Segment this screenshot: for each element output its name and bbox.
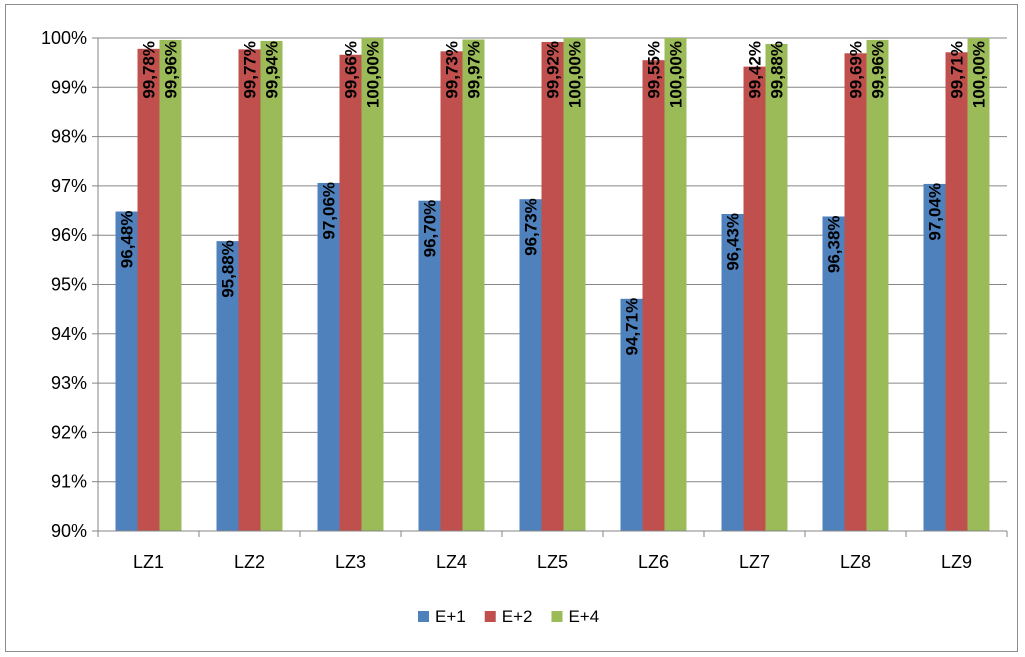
- data-label: 95,88%: [219, 240, 238, 298]
- bars: [115, 38, 990, 532]
- data-label: 99,78%: [140, 41, 159, 99]
- legend-label: E+1: [435, 607, 466, 626]
- bar: [462, 39, 485, 531]
- data-labels: 96,48%99,78% 99,96%95,88%99,77% 99,94%97,0…: [118, 41, 989, 355]
- data-label: 100,00%: [566, 41, 585, 108]
- x-tick-label: LZ3: [335, 552, 366, 572]
- data-label: 99,94%: [263, 41, 282, 99]
- bar: [664, 38, 687, 531]
- x-tick-label: LZ9: [941, 552, 972, 572]
- legend-label: E+2: [502, 607, 533, 626]
- data-label: 99,71%: [948, 41, 967, 99]
- data-label: 99,77%: [241, 41, 260, 99]
- data-label: 99,66%: [342, 41, 361, 99]
- data-label: 100,00%: [970, 41, 989, 108]
- bar: [339, 54, 362, 532]
- bar: [361, 38, 384, 531]
- data-label: 99,96%: [162, 41, 181, 99]
- bar: [822, 216, 845, 531]
- legend-label: E+4: [568, 607, 599, 626]
- data-label: 99,88%: [768, 41, 787, 99]
- bar: [541, 41, 564, 531]
- x-tick-label: LZ1: [133, 552, 164, 572]
- x-tick-label: LZ8: [840, 552, 871, 572]
- data-label: 99,96%: [869, 41, 888, 99]
- bar: [317, 182, 340, 531]
- bar: [418, 200, 441, 531]
- bar: [743, 66, 766, 532]
- bar: [238, 49, 261, 532]
- bar: [563, 38, 586, 531]
- bar: [159, 39, 182, 532]
- y-tick-label: 96%: [51, 225, 87, 245]
- y-tick-label: 99%: [51, 77, 87, 97]
- data-label: 96,48%: [118, 211, 137, 269]
- x-tick-label: LZ4: [436, 552, 467, 572]
- bar: [440, 51, 463, 531]
- data-label: 97,06%: [320, 182, 339, 240]
- data-label: 100,00%: [364, 41, 383, 108]
- data-label: 94,71%: [623, 298, 642, 356]
- data-label: 99,97%: [465, 41, 484, 99]
- bar: [216, 241, 239, 531]
- bar: [866, 39, 889, 532]
- y-axis-ticks: 90% 91% 92% 93% 94% 95% 96% 97% 98% 99% 100%: [41, 28, 99, 541]
- bar: [945, 52, 968, 532]
- x-tick-label: LZ2: [234, 552, 265, 572]
- legend-swatch: [484, 611, 496, 622]
- y-tick-label: 100%: [41, 28, 87, 48]
- bar: [137, 48, 160, 531]
- bar: [844, 53, 867, 532]
- x-tick-label: LZ5: [537, 552, 568, 572]
- legend-swatch: [418, 611, 429, 622]
- data-label: 99,92%: [544, 41, 563, 99]
- y-tick-label: 94%: [51, 324, 87, 344]
- bar: [923, 183, 946, 532]
- legend: E+1 E+2 E+4: [418, 607, 599, 626]
- x-tick-label: LZ6: [638, 552, 669, 572]
- data-label: 96,38%: [825, 215, 844, 273]
- data-label: 96,43%: [724, 213, 743, 271]
- bar: [260, 40, 283, 531]
- data-label: 99,55%: [645, 41, 664, 99]
- x-axis: LZ1 LZ2 LZ3 LZ4 LZ5 LZ6 LZ7 LZ8 LZ9: [97, 530, 1008, 572]
- y-tick-label: 93%: [51, 373, 87, 393]
- bar: [115, 211, 138, 531]
- data-label: 96,70%: [421, 200, 440, 258]
- y-tick-label: 92%: [51, 422, 87, 442]
- bar: [721, 214, 744, 531]
- data-label: 97,04%: [926, 183, 945, 241]
- y-tick-label: 91%: [51, 472, 87, 492]
- data-label: 99,42%: [746, 41, 765, 99]
- bar: [620, 298, 643, 531]
- data-label: 99,73%: [443, 41, 462, 99]
- legend-swatch: [551, 611, 563, 622]
- bar: [967, 38, 990, 531]
- data-label: 96,73%: [522, 198, 541, 256]
- bar: [765, 43, 788, 531]
- data-label: 99,69%: [847, 41, 866, 99]
- y-tick-label: 98%: [51, 127, 87, 147]
- y-tick-label: 95%: [51, 275, 87, 295]
- data-label: 100,00%: [667, 41, 686, 108]
- bar: [519, 199, 542, 531]
- x-tick-label: LZ7: [739, 552, 770, 572]
- y-tick-label: 97%: [51, 176, 87, 196]
- bar: [642, 60, 665, 532]
- y-tick-label: 90%: [51, 521, 87, 541]
